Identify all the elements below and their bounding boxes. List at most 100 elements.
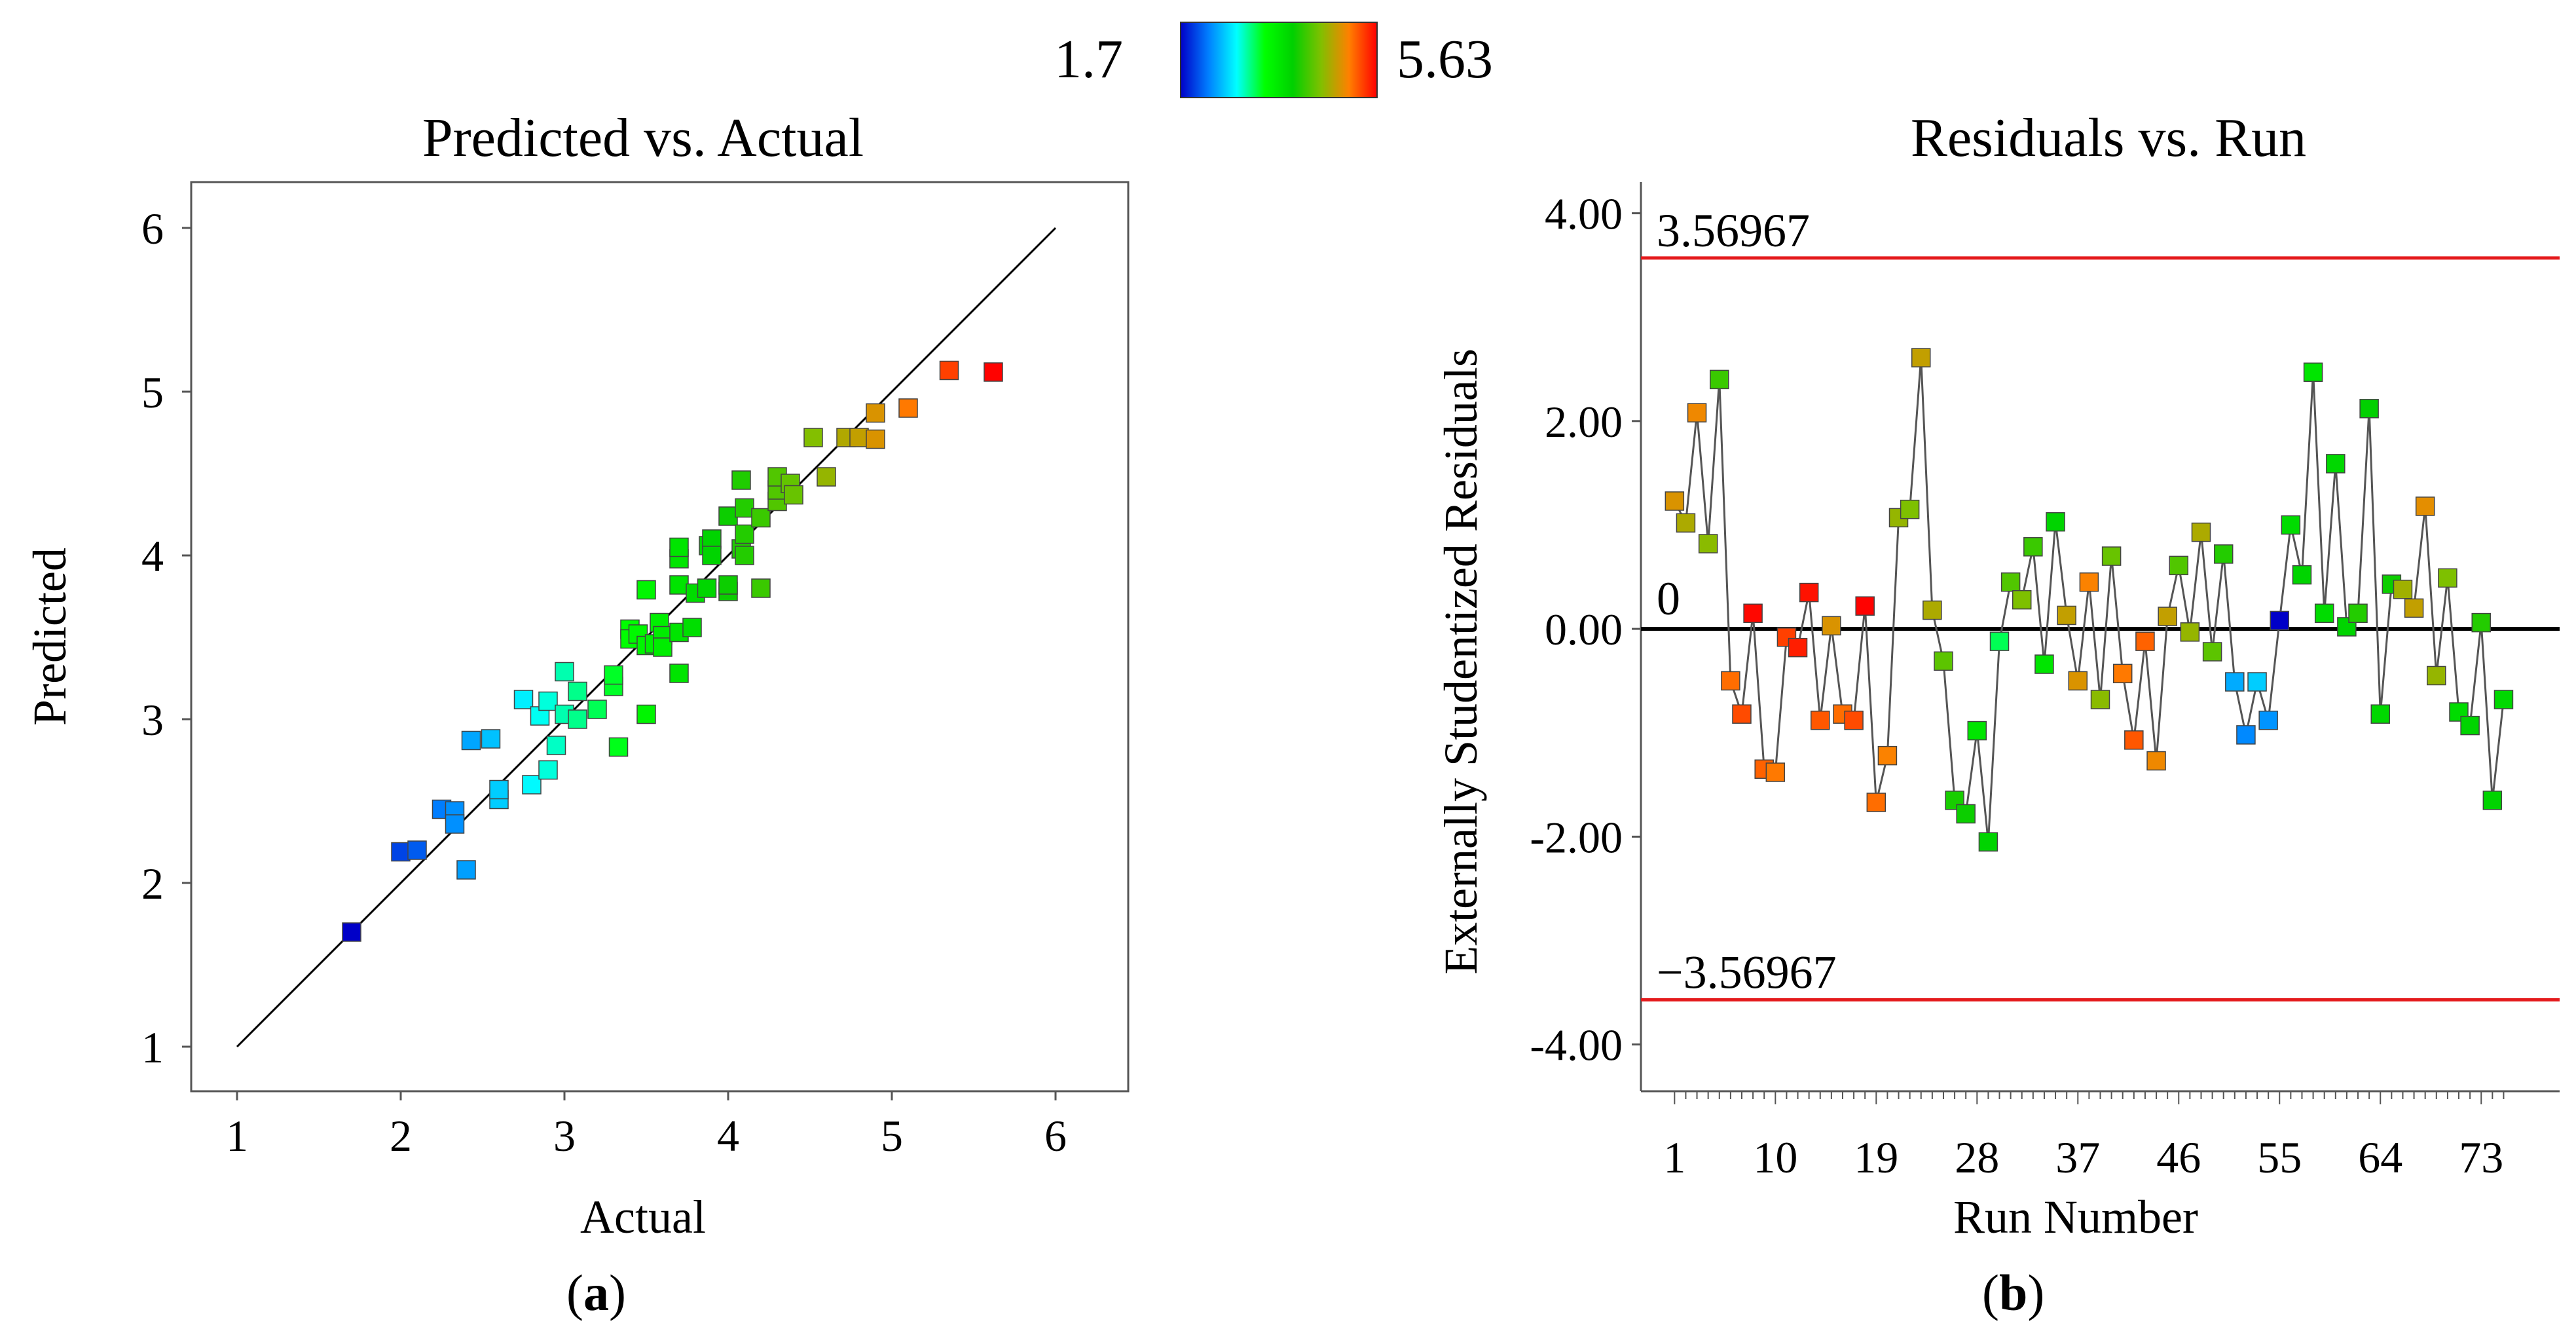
y-tick-label-b: 2.00 — [1545, 397, 1623, 447]
residual-point — [1687, 403, 1707, 422]
residual-point — [2068, 671, 2088, 691]
residual-point — [2258, 710, 2278, 730]
scatter-point — [342, 922, 361, 942]
residual-point — [2247, 672, 2267, 692]
residual-point — [2314, 603, 2334, 624]
scatter-point — [538, 691, 558, 711]
residual-point — [2292, 565, 2312, 585]
residual-point — [2471, 612, 2491, 633]
residual-point — [2012, 590, 2032, 610]
residual-point — [2146, 751, 2166, 771]
residual-point — [2337, 617, 2357, 637]
colorbar-max-label: 5.63 — [1397, 29, 1493, 90]
residual-point — [1698, 534, 1718, 553]
residual-point — [1811, 710, 1830, 730]
scatter-point — [481, 729, 501, 749]
scatter-point — [735, 524, 754, 544]
residual-point — [1710, 369, 1729, 390]
residual-point — [1934, 651, 1953, 671]
scatter-point — [866, 403, 885, 423]
scatter-point — [522, 775, 542, 795]
scatter-point — [702, 529, 722, 549]
x-tick-label-b: 1 — [1663, 1132, 1685, 1182]
x-tick-label-a: 1 — [226, 1111, 248, 1161]
residual-point — [2124, 730, 2144, 750]
scatter-point — [866, 429, 885, 449]
residual-point — [1721, 671, 1740, 691]
scatter-point — [898, 398, 918, 418]
residual-point — [2427, 665, 2446, 686]
residual-point — [1967, 721, 1987, 741]
color-legend: 1.7 5.63 — [1054, 22, 1493, 98]
scatter-point — [461, 730, 481, 751]
scatter-points-a — [342, 360, 1003, 942]
residual-point — [2034, 654, 2054, 674]
scatter-point — [718, 506, 738, 526]
scatter-point — [538, 760, 558, 780]
residual-point — [2000, 572, 2021, 592]
scatter-point — [735, 498, 754, 518]
residual-point — [1743, 603, 1763, 624]
residual-point — [2359, 399, 2379, 419]
scatter-point — [653, 637, 672, 657]
residual-point — [1844, 710, 1864, 730]
scatter-point — [568, 681, 587, 702]
residual-point — [1732, 704, 1752, 724]
scatter-point — [608, 737, 629, 757]
scatter-point — [669, 575, 689, 595]
axes-b: 4.00 2.00 0.00 -2.00 -4.00 1 10 19 28 37 46 55 64 73 — [1530, 182, 2560, 1182]
scatter-point — [849, 428, 869, 447]
y-tick-label-b: 0.00 — [1545, 605, 1623, 654]
colorbar-gradient — [1180, 22, 1378, 98]
colorbar-min-label: 1.7 — [1054, 29, 1123, 90]
residual-point — [2393, 580, 2413, 599]
residual-point — [2348, 603, 2368, 624]
x-tick-label-a: 6 — [1044, 1111, 1067, 1161]
panel-letter-a: a — [583, 1264, 609, 1321]
residual-point — [2326, 454, 2346, 474]
residual-point — [2213, 544, 2234, 564]
residual-point — [2158, 607, 2177, 626]
residual-point — [2438, 568, 2457, 588]
residual-point — [1911, 348, 1931, 367]
residual-point — [1676, 513, 1696, 533]
residual-point — [2090, 690, 2110, 709]
scatter-point — [697, 578, 717, 598]
zero-line-label: 0 — [1657, 572, 1680, 625]
y-tick-label-a: 3 — [141, 695, 164, 745]
residual-point — [1900, 499, 1920, 519]
scatter-point — [445, 814, 465, 834]
scatter-point — [669, 537, 689, 557]
residual-point — [2046, 512, 2065, 532]
panel-label-a: (a) — [566, 1264, 626, 1321]
residual-point — [1765, 762, 1786, 782]
residual-point — [2101, 546, 2122, 566]
y-tick-label-a: 2 — [141, 859, 164, 908]
residual-point — [1877, 745, 1898, 766]
y-tick-label-b: 4.00 — [1545, 189, 1623, 239]
x-tick-label-b: 19 — [1854, 1132, 1898, 1182]
residual-point — [2460, 715, 2480, 736]
scatter-point — [669, 664, 689, 683]
scatter-point — [939, 360, 959, 381]
residual-point — [1855, 596, 1875, 616]
x-tick-label-b: 64 — [2358, 1132, 2402, 1182]
residual-point — [2112, 664, 2133, 684]
scatter-point — [407, 840, 427, 860]
residual-point — [2202, 642, 2222, 662]
scatter-point — [636, 704, 656, 724]
residual-point — [1788, 637, 1808, 658]
residual-point — [1665, 491, 1685, 511]
scatter-point — [456, 860, 476, 880]
residual-point — [2180, 622, 2200, 642]
x-tick-label-b: 10 — [1753, 1132, 1797, 1182]
residual-point — [1799, 582, 1819, 603]
residual-point — [2404, 598, 2424, 618]
residual-point — [2057, 605, 2076, 626]
scatter-point — [817, 467, 836, 487]
scatter-point — [587, 700, 607, 719]
residual-point — [2225, 672, 2245, 692]
plot-frame-a — [190, 181, 1130, 1093]
scatter-point — [604, 665, 623, 685]
